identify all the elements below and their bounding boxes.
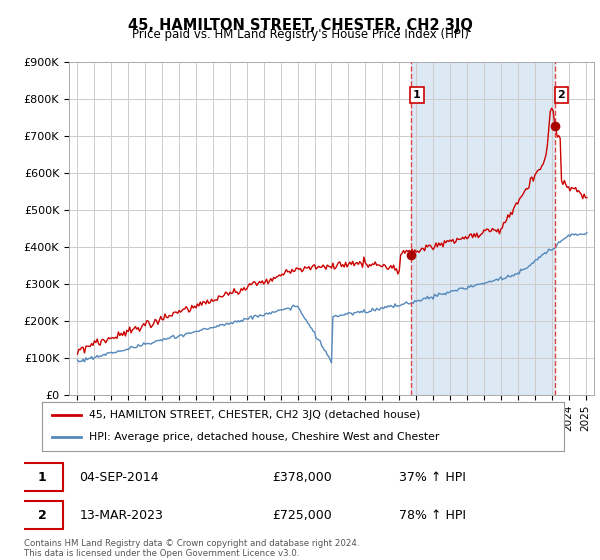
Text: 2: 2 (557, 90, 565, 100)
Text: 37% ↑ HPI: 37% ↑ HPI (400, 470, 466, 484)
Bar (410, 62, 555, 395)
Text: 1: 1 (413, 90, 421, 100)
Text: 45, HAMILTON STREET, CHESTER, CH2 3JQ (detached house): 45, HAMILTON STREET, CHESTER, CH2 3JQ (d… (89, 410, 421, 420)
FancyBboxPatch shape (21, 463, 62, 491)
Text: 04-SEP-2014: 04-SEP-2014 (79, 470, 159, 484)
Text: 2: 2 (38, 508, 47, 522)
Text: Price paid vs. HM Land Registry's House Price Index (HPI): Price paid vs. HM Land Registry's House … (131, 28, 469, 41)
Text: HPI: Average price, detached house, Cheshire West and Chester: HPI: Average price, detached house, Ches… (89, 432, 439, 442)
Text: 45, HAMILTON STREET, CHESTER, CH2 3JQ: 45, HAMILTON STREET, CHESTER, CH2 3JQ (128, 18, 472, 33)
FancyBboxPatch shape (21, 501, 62, 529)
Text: £725,000: £725,000 (272, 508, 332, 522)
Text: 13-MAR-2023: 13-MAR-2023 (79, 508, 163, 522)
Text: 78% ↑ HPI: 78% ↑ HPI (400, 508, 466, 522)
Text: 1: 1 (38, 470, 47, 484)
Text: Contains HM Land Registry data © Crown copyright and database right 2024.
This d: Contains HM Land Registry data © Crown c… (24, 539, 359, 558)
Text: £378,000: £378,000 (272, 470, 332, 484)
